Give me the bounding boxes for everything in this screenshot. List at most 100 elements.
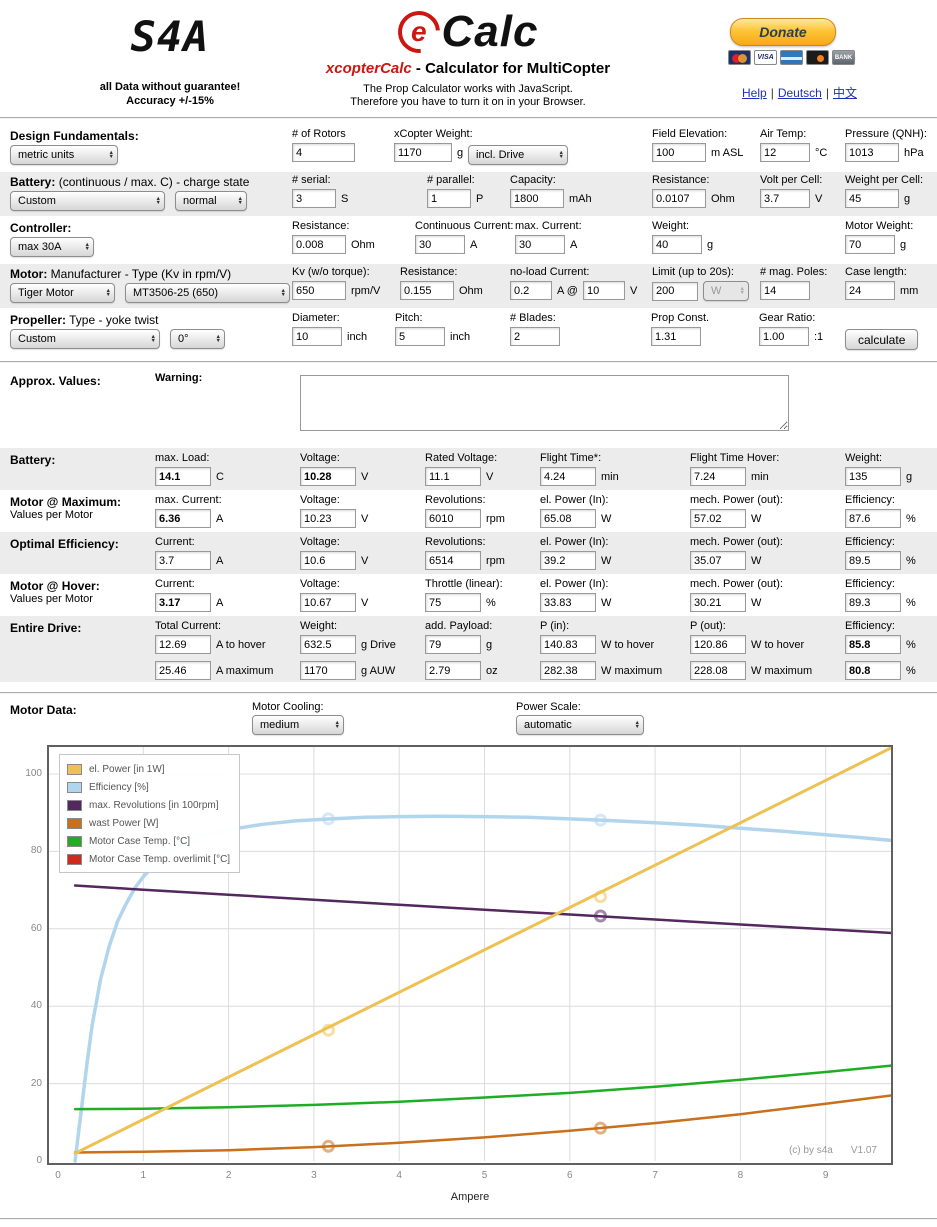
optimal-efficiency-el-power-in-value[interactable] bbox=[540, 551, 596, 570]
motor-title-rest: Manufacturer - Type (Kv in rpm/V) bbox=[47, 267, 232, 281]
battery-results-voltage-value[interactable] bbox=[300, 467, 356, 486]
charge-state-select[interactable]: normal ▲ ▼ bbox=[175, 191, 247, 211]
optimal-efficiency-current-value[interactable] bbox=[155, 551, 211, 570]
discover-icon[interactable] bbox=[806, 50, 829, 65]
design-fundamentals-field-elevation-input[interactable] bbox=[652, 143, 706, 162]
battery-results-flight-time-hover-value[interactable] bbox=[690, 467, 746, 486]
motor-hover-voltage-value[interactable] bbox=[300, 593, 356, 612]
motor-cooling-select[interactable]: medium ▲ ▼ bbox=[252, 715, 344, 735]
weight-mode-select[interactable]: incl. Drive ▲ ▼ bbox=[468, 145, 568, 165]
battery-results-rated-voltage-value[interactable] bbox=[425, 467, 481, 486]
motor-case-length-input[interactable] bbox=[845, 281, 895, 300]
field-label: Kv (w/o torque): bbox=[292, 266, 370, 278]
battery-weight-per-cell-input[interactable] bbox=[845, 189, 899, 208]
optimal-efficiency-mech-power-out-value[interactable] bbox=[690, 551, 746, 570]
chinese-link[interactable]: 中文 bbox=[832, 86, 857, 100]
motor-maximum-efficiency-value[interactable] bbox=[845, 509, 901, 528]
battery-parallel-input[interactable] bbox=[427, 189, 471, 208]
battery-results-max-load-value[interactable] bbox=[155, 467, 211, 486]
controller-continuous-current-input[interactable] bbox=[415, 235, 465, 254]
motor-type-select[interactable]: MT3506-25 (650) ▲ ▼ bbox=[125, 283, 290, 303]
entire-drive-total-current-value1[interactable] bbox=[155, 635, 211, 654]
optimal-efficiency-voltage-value[interactable] bbox=[300, 551, 356, 570]
controller-motor-weight-input[interactable] bbox=[845, 235, 895, 254]
entire-drive-efficiency-value2[interactable] bbox=[845, 661, 901, 680]
motor-hover-throttle-linear-value[interactable] bbox=[425, 593, 481, 612]
motor-maximum-el-power-in-value[interactable] bbox=[540, 509, 596, 528]
optimal-efficiency-efficiency-value[interactable] bbox=[845, 551, 901, 570]
battery-resistance-input[interactable] bbox=[652, 189, 706, 208]
battery-type-select[interactable]: Custom ▲ ▼ bbox=[10, 191, 165, 211]
design-fundamentals-pressure-qnh-input[interactable] bbox=[845, 143, 899, 162]
motor-kv-w-o-torque-input[interactable] bbox=[292, 281, 346, 300]
design-fundamentals-air-temp-input[interactable] bbox=[760, 143, 810, 162]
motor-mag-poles-input[interactable] bbox=[760, 281, 810, 300]
field-value-line: A to hover bbox=[155, 635, 273, 654]
visa-icon[interactable]: VISA bbox=[754, 50, 777, 65]
entire-drive-p-out-value2[interactable] bbox=[690, 661, 746, 680]
entire-drive-efficiency-value1[interactable] bbox=[845, 635, 901, 654]
propeller-diameter-input[interactable] bbox=[292, 327, 342, 346]
entire-drive-add-payload-value1[interactable] bbox=[425, 635, 481, 654]
calculate-button[interactable]: calculate bbox=[845, 329, 919, 350]
help-link[interactable]: Help bbox=[742, 86, 767, 100]
controller-max-current-input[interactable] bbox=[515, 235, 565, 254]
propeller-prop-const-input[interactable] bbox=[651, 327, 701, 346]
yoke-twist-select[interactable]: 0° ▲ ▼ bbox=[170, 329, 225, 349]
field-value-line: g bbox=[845, 467, 912, 486]
propeller-gear-ratio-input[interactable] bbox=[759, 327, 809, 346]
motor-maximum-max-current-value[interactable] bbox=[155, 509, 211, 528]
battery-capacity-input[interactable] bbox=[510, 189, 564, 208]
controller-weight-input[interactable] bbox=[652, 235, 702, 254]
propeller-blades-input[interactable] bbox=[510, 327, 560, 346]
controller-type-select[interactable]: max 30A ▲ ▼ bbox=[10, 237, 94, 257]
field-value-line: oz bbox=[425, 661, 498, 680]
field-label: Flight Time*: bbox=[540, 452, 602, 464]
motor-resistance-input[interactable] bbox=[400, 281, 454, 300]
entire-drive-total-current-value2[interactable] bbox=[155, 661, 211, 680]
battery-volt-per-cell-field: Volt per Cell: V bbox=[760, 174, 822, 208]
motor-limit-up-to-20s-unit-select[interactable]: W ▲ ▼ bbox=[703, 281, 749, 301]
warning-textarea[interactable] bbox=[300, 375, 789, 431]
entire-drive-p-out-value1[interactable] bbox=[690, 635, 746, 654]
motor-limit-up-to-20s-input[interactable] bbox=[652, 281, 698, 301]
field-label: mech. Power (out): bbox=[690, 494, 783, 506]
propeller-pitch-input[interactable] bbox=[395, 327, 445, 346]
motor-hover-efficiency-value[interactable] bbox=[845, 593, 901, 612]
motor-maximum-revolutions-value[interactable] bbox=[425, 509, 481, 528]
entire-drive-add-payload-value2[interactable] bbox=[425, 661, 481, 680]
prop-type-select[interactable]: Custom ▲ ▼ bbox=[10, 329, 160, 349]
motor-manufacturer-select[interactable]: Tiger Motor ▲ ▼ bbox=[10, 283, 115, 303]
battery-volt-per-cell-input[interactable] bbox=[760, 189, 810, 208]
entire-drive-weight-value1[interactable] bbox=[300, 635, 356, 654]
optimal-efficiency-revolutions-value[interactable] bbox=[425, 551, 481, 570]
deutsch-link[interactable]: Deutsch bbox=[777, 86, 822, 100]
design-fundamentals-of-rotors-input[interactable] bbox=[292, 143, 355, 162]
motor-hover-current-value[interactable] bbox=[155, 593, 211, 612]
bank-icon[interactable]: BANK bbox=[832, 50, 855, 65]
entire-drive-p-in-value1[interactable] bbox=[540, 635, 596, 654]
motor-hover-el-power-in-value[interactable] bbox=[540, 593, 596, 612]
motor-hover-mech-power-out-value[interactable] bbox=[690, 593, 746, 612]
battery-results-flight-time-value[interactable] bbox=[540, 467, 596, 486]
battery-serial-input[interactable] bbox=[292, 189, 336, 208]
controller-resistance-input[interactable] bbox=[292, 235, 346, 254]
entire-drive-weight-value2[interactable] bbox=[300, 661, 356, 680]
legend-label: Motor Case Temp. overlimit [°C] bbox=[89, 853, 231, 865]
amex-icon[interactable] bbox=[780, 50, 803, 65]
motor-maximum-voltage-value[interactable] bbox=[300, 509, 356, 528]
power-scale-select[interactable]: automatic ▲ ▼ bbox=[516, 715, 644, 735]
motor-maximum-mech-power-out-value[interactable] bbox=[690, 509, 746, 528]
motor-no-load-current-input2[interactable] bbox=[582, 281, 625, 300]
field-label: Pitch: bbox=[395, 312, 423, 324]
donate-button[interactable]: Donate bbox=[730, 18, 836, 46]
units-select[interactable]: metric units ▲ ▼ bbox=[10, 145, 118, 165]
field-value-line: inch bbox=[292, 327, 367, 346]
legend-item: max. Revolutions [in 100rpm] bbox=[67, 796, 230, 814]
mastercard-icon[interactable] bbox=[728, 50, 751, 65]
entire-drive-p-in-value2[interactable] bbox=[540, 661, 596, 680]
field-unit: A to hover bbox=[216, 638, 266, 651]
motor-no-load-current-input[interactable] bbox=[510, 281, 552, 300]
battery-results-weight-value[interactable] bbox=[845, 467, 901, 486]
design-fundamentals-xcopter-weight-input[interactable] bbox=[394, 143, 452, 162]
